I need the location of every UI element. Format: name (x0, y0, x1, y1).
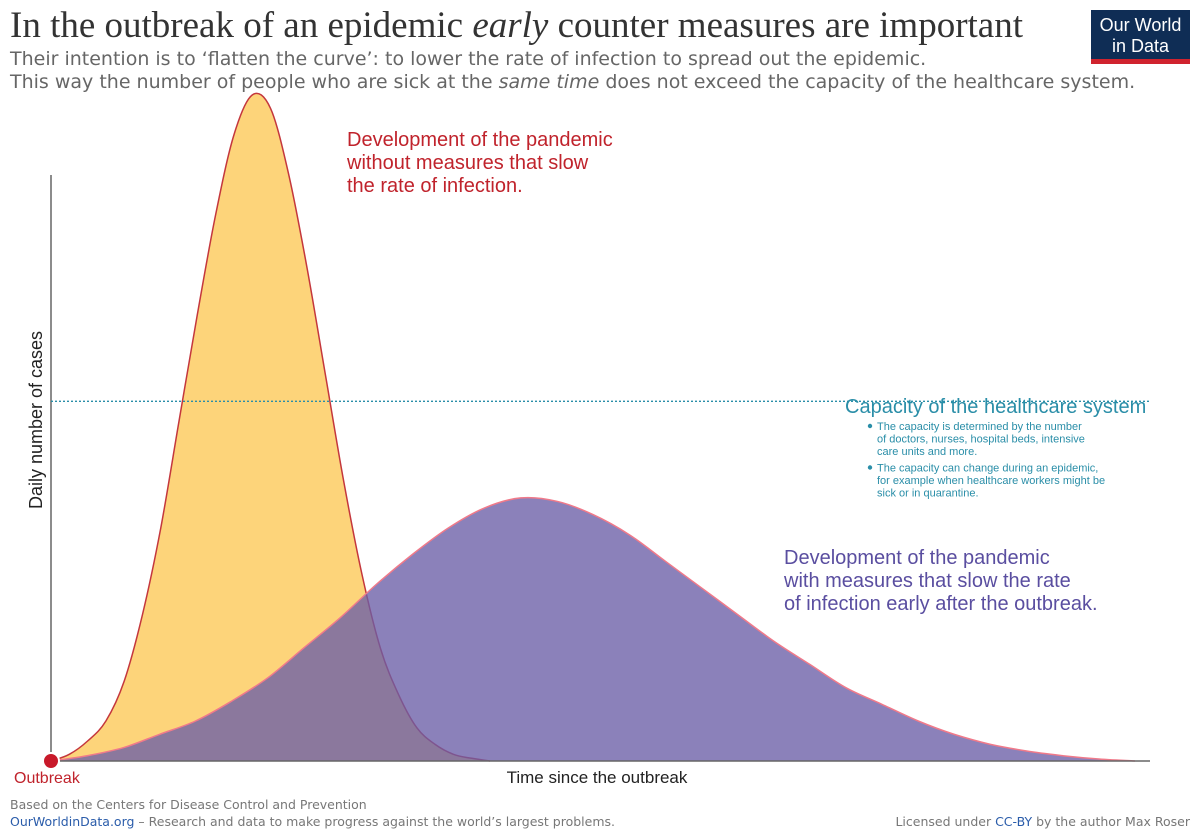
logo-line-1: Our World (1099, 15, 1182, 35)
capacity-label: Capacity of the healthcare system (845, 396, 1146, 418)
series-1-label-line: the rate of infection. (347, 175, 523, 197)
outbreak-marker (42, 752, 60, 770)
capacity-note-line: sick or in quarantine. (877, 488, 979, 500)
capacity-note-line: The capacity can change during an epidem… (877, 463, 1098, 475)
source-note: Based on the Centers for Disease Control… (10, 797, 367, 812)
owid-link[interactable]: OurWorldinData.org (10, 814, 135, 829)
cc-by-link[interactable]: CC-BY (995, 814, 1033, 829)
series-2-area (51, 497, 1135, 761)
license-note: Licensed under CC-BY by the author Max R… (895, 814, 1190, 829)
capacity-note-bullet (867, 465, 873, 470)
subtitle-line-1: Their intention is to ‘flatten the curve… (10, 48, 927, 70)
logo-line-2: in Data (1111, 36, 1170, 56)
outbreak-label: Outbreak (14, 770, 81, 787)
footer-site-line: OurWorldinData.org – Research and data t… (10, 814, 616, 829)
owid-logo[interactable]: Our World in Data (1091, 10, 1190, 64)
series-2-line (50, 496, 1136, 762)
capacity-note-bullet (867, 423, 873, 429)
y-axis-label: Daily number of cases (26, 331, 46, 509)
series-2-label-line: of infection early after the outbreak. (784, 593, 1098, 615)
x-axis-label: Time since the outbreak (507, 768, 688, 787)
chart-title: In the outbreak of an epidemic early cou… (10, 5, 1023, 46)
capacity-note-line: The capacity is determined by the number (877, 421, 1082, 433)
series-1-label-line: Development of the pandemic (347, 129, 613, 151)
series-1-area (51, 93, 490, 761)
capacity-note-line: for example when healthcare workers migh… (877, 475, 1105, 487)
capacity-note-line: of doctors, nurses, hospital beds, inten… (877, 434, 1085, 446)
series-2-label-line: Development of the pandemic (784, 547, 1050, 569)
capacity-note-line: care units and more. (877, 446, 977, 458)
series-2-label-line: with measures that slow the rate (783, 570, 1071, 592)
subtitle-line-2: This way the number of people who are si… (10, 71, 1136, 93)
series-1-label-line: without measures that slow (346, 152, 589, 174)
